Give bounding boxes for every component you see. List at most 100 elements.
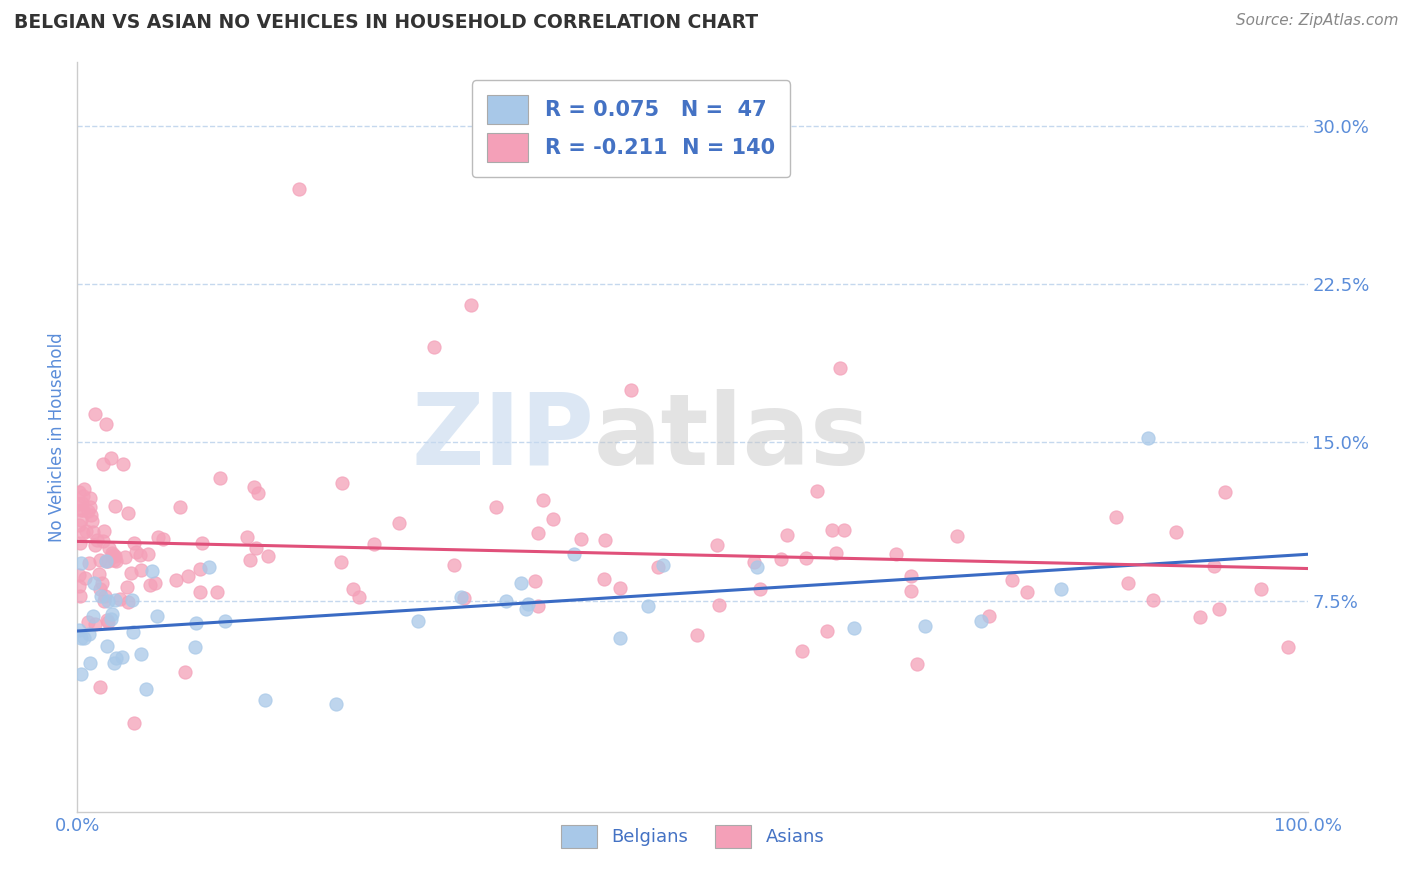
Point — [114, 549, 136, 564]
Point — [111, 457, 134, 471]
Point — [79, 500, 101, 514]
Text: Source: ZipAtlas.com: Source: ZipAtlas.com — [1236, 13, 1399, 29]
Point — [73, 571, 96, 585]
Point — [89, 681, 111, 695]
Point — [191, 536, 214, 550]
Point — [67, 518, 90, 533]
Point — [806, 483, 828, 498]
Point — [97, 554, 120, 568]
Point — [129, 647, 152, 661]
Point — [564, 547, 586, 561]
Point — [165, 574, 187, 588]
Point — [1213, 484, 1236, 499]
Point — [100, 607, 122, 622]
Point — [620, 383, 643, 397]
Point — [89, 582, 111, 596]
Point — [1049, 582, 1071, 596]
Point — [77, 627, 100, 641]
Point — [406, 614, 429, 628]
Point — [706, 538, 728, 552]
Point — [70, 513, 93, 527]
Point — [742, 556, 765, 570]
Point — [87, 567, 110, 582]
Point — [247, 485, 270, 500]
Point — [91, 534, 114, 549]
Point — [775, 528, 797, 542]
Point — [72, 489, 94, 503]
Point — [1015, 585, 1038, 599]
Point — [128, 549, 150, 563]
Point — [122, 536, 145, 550]
Point — [122, 624, 145, 639]
Point — [900, 568, 922, 582]
Point — [96, 614, 118, 628]
Point — [67, 484, 90, 499]
Point — [82, 514, 104, 528]
Point — [832, 524, 855, 538]
Point — [94, 554, 117, 568]
Point — [103, 656, 125, 670]
Point — [569, 533, 592, 547]
Point — [900, 584, 922, 599]
Point — [125, 545, 148, 559]
Point — [141, 564, 163, 578]
Point — [592, 572, 614, 586]
Point — [122, 716, 145, 731]
Point — [794, 550, 817, 565]
Point — [1277, 640, 1299, 654]
Point — [423, 340, 446, 354]
Point — [1204, 559, 1226, 574]
Point — [105, 650, 128, 665]
Point — [70, 631, 93, 645]
Point — [67, 567, 90, 582]
Point — [527, 599, 550, 613]
Point — [647, 559, 669, 574]
Point — [174, 665, 197, 680]
Point — [77, 615, 100, 629]
Point — [77, 503, 100, 517]
Point — [637, 599, 659, 613]
Point — [288, 182, 311, 196]
Point — [101, 548, 124, 562]
Point — [254, 692, 277, 706]
Point — [97, 541, 120, 556]
Point — [495, 594, 517, 608]
Point — [815, 624, 838, 638]
Point — [104, 592, 127, 607]
Point — [136, 547, 159, 561]
Point — [443, 558, 465, 572]
Point — [111, 649, 134, 664]
Point — [115, 581, 138, 595]
Point — [460, 298, 482, 312]
Point — [190, 585, 212, 599]
Point — [257, 549, 280, 563]
Point — [709, 598, 731, 612]
Point — [143, 576, 166, 591]
Point — [745, 560, 768, 574]
Point — [1105, 509, 1128, 524]
Point — [93, 593, 115, 607]
Point — [72, 526, 94, 541]
Point — [1164, 524, 1187, 539]
Point — [97, 615, 120, 629]
Point — [96, 639, 118, 653]
Point — [905, 657, 928, 671]
Point — [342, 582, 364, 597]
Point — [1142, 593, 1164, 607]
Point — [67, 579, 90, 593]
Point — [93, 589, 115, 603]
Point — [184, 616, 207, 631]
Point — [485, 500, 508, 514]
Point — [1250, 582, 1272, 596]
Point — [73, 631, 96, 645]
Point — [117, 595, 139, 609]
Point — [79, 491, 101, 505]
Point — [842, 622, 865, 636]
Point — [69, 667, 91, 681]
Point — [90, 589, 112, 603]
Point — [1136, 431, 1159, 445]
Point — [652, 558, 675, 573]
Point — [515, 602, 537, 616]
Point — [104, 499, 127, 513]
Point — [245, 541, 267, 555]
